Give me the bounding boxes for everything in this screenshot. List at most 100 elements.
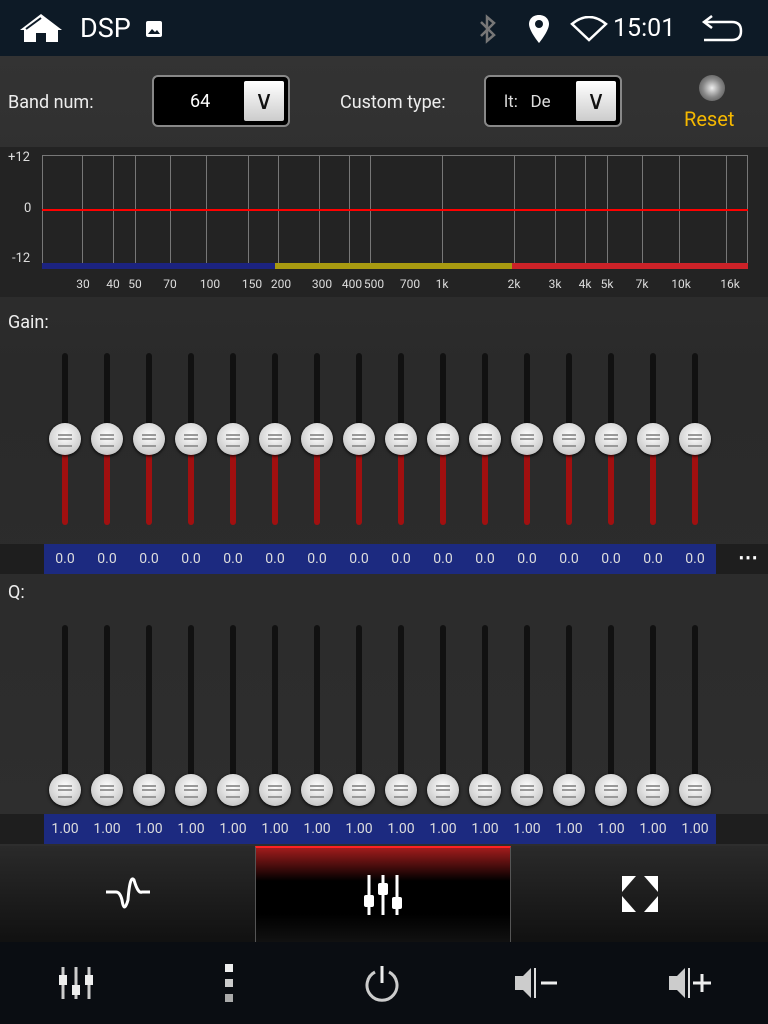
freq-label: 500 bbox=[363, 277, 385, 291]
gain-value: 0.0 bbox=[559, 551, 579, 567]
q-slider-thumb[interactable] bbox=[679, 774, 711, 806]
gain-slider-thumb[interactable] bbox=[595, 423, 627, 455]
gain-slider-thumb[interactable] bbox=[49, 423, 81, 455]
nav-power-button[interactable] bbox=[362, 942, 402, 1024]
equalizer-icon bbox=[364, 875, 402, 915]
q-slider-thumb[interactable] bbox=[553, 774, 585, 806]
q-slider-track[interactable] bbox=[314, 625, 320, 790]
q-slider-track[interactable] bbox=[230, 625, 236, 790]
q-slider-track[interactable] bbox=[440, 625, 446, 790]
q-value: 1.00 bbox=[639, 821, 667, 837]
freq-label: 1k bbox=[435, 277, 449, 291]
q-slider-track[interactable] bbox=[524, 625, 530, 790]
q-slider-thumb[interactable] bbox=[511, 774, 543, 806]
q-slider-track[interactable] bbox=[608, 625, 614, 790]
tab-bar bbox=[0, 846, 768, 942]
q-slider-track[interactable] bbox=[188, 625, 194, 790]
home-icon[interactable] bbox=[18, 12, 64, 44]
gain-slider-thumb[interactable] bbox=[553, 423, 585, 455]
q-slider-thumb[interactable] bbox=[427, 774, 459, 806]
q-value: 1.00 bbox=[219, 821, 247, 837]
q-slider-thumb[interactable] bbox=[217, 774, 249, 806]
gain-slider-thumb[interactable] bbox=[511, 423, 543, 455]
image-icon bbox=[146, 21, 162, 37]
q-value: 1.00 bbox=[51, 821, 79, 837]
reset-indicator-icon[interactable] bbox=[699, 75, 725, 101]
gain-slider-thumb[interactable] bbox=[91, 423, 123, 455]
gain-slider-thumb[interactable] bbox=[175, 423, 207, 455]
freq-label: 2k bbox=[507, 277, 521, 291]
custom-type-dropdown[interactable]: lt: De ∨ bbox=[484, 75, 622, 127]
gain-value: 0.0 bbox=[307, 551, 327, 567]
gain-slider-thumb[interactable] bbox=[217, 423, 249, 455]
gain-value: 0.0 bbox=[643, 551, 663, 567]
q-slider-track[interactable] bbox=[692, 625, 698, 790]
gain-slider-thumb[interactable] bbox=[427, 423, 459, 455]
q-slider-track[interactable] bbox=[272, 625, 278, 790]
gain-slider-thumb[interactable] bbox=[679, 423, 711, 455]
eq-curve-chart: +12 0 -12 30 40 50 70 100 150 200 300 400 500 700 1… bbox=[0, 147, 768, 297]
q-slider-thumb[interactable] bbox=[343, 774, 375, 806]
q-slider-thumb[interactable] bbox=[49, 774, 81, 806]
gain-slider-thumb[interactable] bbox=[133, 423, 165, 455]
gain-slider-thumb[interactable] bbox=[301, 423, 333, 455]
band-low bbox=[42, 263, 275, 269]
q-value: 1.00 bbox=[555, 821, 583, 837]
reset-button[interactable]: Reset bbox=[684, 107, 735, 131]
q-slider-thumb[interactable] bbox=[301, 774, 333, 806]
q-slider-thumb[interactable] bbox=[595, 774, 627, 806]
gain-value: 0.0 bbox=[517, 551, 537, 567]
status-bar: DSP 15:01 bbox=[0, 0, 768, 56]
freq-label: 5k bbox=[600, 277, 614, 291]
q-value: 1.00 bbox=[681, 821, 709, 837]
nav-volume-down-button[interactable] bbox=[513, 942, 559, 1024]
tab-equalizer[interactable] bbox=[255, 846, 511, 942]
power-icon bbox=[365, 966, 399, 1002]
nav-more-button[interactable] bbox=[224, 942, 234, 1024]
q-slider-thumb[interactable] bbox=[469, 774, 501, 806]
gain-value: 0.0 bbox=[265, 551, 285, 567]
gain-value: 0.0 bbox=[349, 551, 369, 567]
nav-volume-up-button[interactable] bbox=[667, 942, 713, 1024]
q-slider-track[interactable] bbox=[62, 625, 68, 790]
app-title: DSP bbox=[80, 12, 131, 44]
freq-label: 200 bbox=[270, 277, 292, 291]
q-slider-track[interactable] bbox=[356, 625, 362, 790]
tab-fullscreen[interactable] bbox=[511, 846, 768, 942]
y-label-min: -12 bbox=[12, 251, 31, 266]
more-icon[interactable]: ⋯ bbox=[738, 545, 758, 569]
q-slider-thumb[interactable] bbox=[133, 774, 165, 806]
back-icon[interactable] bbox=[700, 12, 744, 44]
q-value: 1.00 bbox=[471, 821, 499, 837]
q-value: 1.00 bbox=[135, 821, 163, 837]
q-value: 1.00 bbox=[93, 821, 121, 837]
q-slider-thumb[interactable] bbox=[91, 774, 123, 806]
gain-slider-thumb[interactable] bbox=[385, 423, 417, 455]
gain-value: 0.0 bbox=[391, 551, 411, 567]
q-slider-track[interactable] bbox=[650, 625, 656, 790]
q-slider-track[interactable] bbox=[104, 625, 110, 790]
q-value: 1.00 bbox=[513, 821, 541, 837]
q-slider-track[interactable] bbox=[566, 625, 572, 790]
q-slider-thumb[interactable] bbox=[637, 774, 669, 806]
chevron-down-icon[interactable]: ∨ bbox=[576, 81, 616, 121]
q-slider-track[interactable] bbox=[398, 625, 404, 790]
gain-label: Gain: bbox=[8, 312, 49, 333]
gain-slider-thumb[interactable] bbox=[469, 423, 501, 455]
q-slider-track[interactable] bbox=[482, 625, 488, 790]
chevron-down-icon[interactable]: ∨ bbox=[244, 81, 284, 121]
y-label-max: +12 bbox=[8, 150, 30, 165]
gain-value: 0.0 bbox=[475, 551, 495, 567]
band-num-dropdown[interactable]: 64 ∨ bbox=[152, 75, 290, 127]
q-slider-thumb[interactable] bbox=[175, 774, 207, 806]
gain-slider-thumb[interactable] bbox=[259, 423, 291, 455]
q-slider-track[interactable] bbox=[146, 625, 152, 790]
q-slider-thumb[interactable] bbox=[385, 774, 417, 806]
tab-curve[interactable] bbox=[0, 846, 255, 942]
custom-type-value: lt: De bbox=[504, 92, 551, 112]
gain-slider-thumb[interactable] bbox=[637, 423, 669, 455]
q-slider-thumb[interactable] bbox=[259, 774, 291, 806]
nav-equalizer-button[interactable] bbox=[57, 942, 95, 1024]
gain-values: 0.0 0.0 0.0 0.0 0.0 0.0 0.0 0.0 0.0 0.0 0.0 0.0 0.0 0… bbox=[44, 544, 716, 574]
gain-slider-thumb[interactable] bbox=[343, 423, 375, 455]
